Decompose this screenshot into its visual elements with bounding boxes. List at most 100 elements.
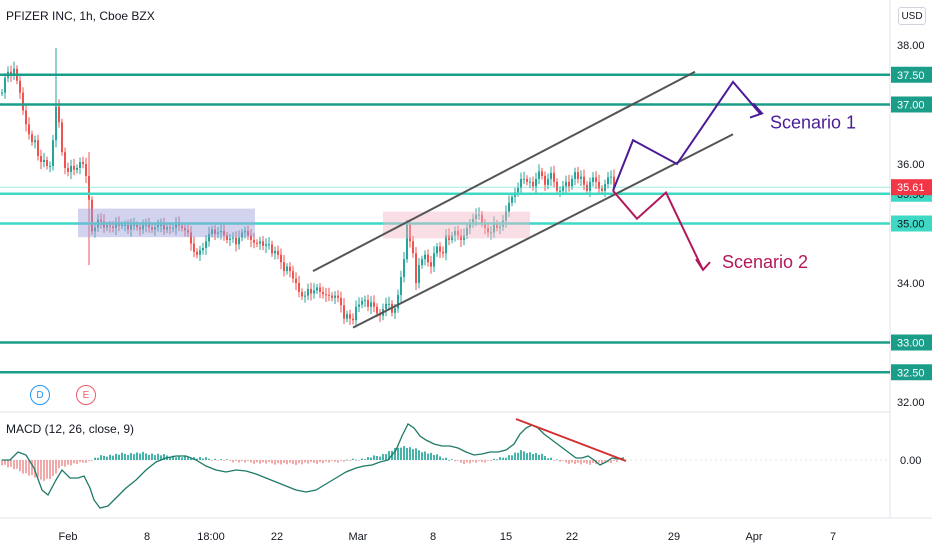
macd-histogram-bar <box>550 457 552 460</box>
scenario-2-path <box>612 190 704 271</box>
macd-histogram-bar <box>37 460 39 478</box>
macd-histogram-bar <box>196 458 198 460</box>
candle-body <box>400 277 402 295</box>
candle-body <box>58 106 60 123</box>
candle-body <box>64 152 66 168</box>
channel-lower-line <box>352 133 734 329</box>
macd-histogram-bar <box>229 460 231 461</box>
candle-body <box>349 314 351 319</box>
price-tick-label: 34.00 <box>897 278 925 290</box>
macd-histogram-bar <box>520 450 522 460</box>
macd-histogram-bar <box>604 460 606 462</box>
macd-histogram-bar <box>85 460 87 463</box>
candle-body <box>238 237 240 245</box>
macd-histogram-bar <box>172 455 174 460</box>
chart-title[interactable]: PFIZER INC, 1h, Cboe BZX <box>6 9 155 23</box>
macd-histogram-bar <box>109 454 111 460</box>
macd-histogram-bar <box>202 458 204 460</box>
candle-body <box>322 291 324 295</box>
macd-histogram-bar <box>73 460 75 464</box>
macd-histogram-bar <box>181 457 183 460</box>
consolidation-box <box>78 208 255 238</box>
macd-histogram-bar <box>106 456 108 460</box>
macd-histogram-bar <box>493 458 495 460</box>
macd-histogram-bar <box>34 460 36 478</box>
macd-histogram-bar <box>325 460 327 462</box>
candle-body <box>151 227 153 230</box>
macd-histogram-bar <box>496 459 498 461</box>
macd-histogram-bar <box>226 459 228 461</box>
macd-histogram-bar <box>439 456 441 460</box>
macd-histogram-bar <box>49 460 51 480</box>
candle-body <box>25 110 27 125</box>
macd-indicator-label[interactable]: MACD (12, 26, close, 9) <box>6 422 135 436</box>
candle-body <box>370 302 372 307</box>
macd-histogram-bar <box>121 452 123 460</box>
candle-body <box>211 229 213 234</box>
candle-body <box>229 238 231 240</box>
candle-body <box>133 224 135 226</box>
candle-body <box>316 287 318 291</box>
macd-histogram-bar <box>445 457 447 460</box>
candle-body <box>184 227 186 231</box>
candle-body <box>553 172 555 182</box>
candle-body <box>355 306 357 321</box>
macd-histogram-bar <box>262 460 264 463</box>
candle-body <box>61 122 63 153</box>
macd-histogram-bar <box>43 460 45 481</box>
candle-body <box>526 178 528 182</box>
candle-body <box>85 164 87 176</box>
candle-body <box>508 202 510 212</box>
macd-histogram-bar <box>586 460 588 464</box>
dividend-event-icon[interactable]: D <box>30 385 50 405</box>
candle-body <box>550 172 552 179</box>
candle-body <box>310 288 312 294</box>
macd-histogram-bar <box>502 457 504 460</box>
macd-histogram-bar <box>175 457 177 460</box>
macd-histogram-bar <box>208 458 210 460</box>
earnings-event-icon[interactable]: E <box>76 385 96 405</box>
time-tick-label: 22 <box>271 531 283 543</box>
macd-histogram-bar <box>346 459 348 461</box>
macd-histogram-bar <box>382 454 384 460</box>
candle-body <box>46 160 48 166</box>
macd-histogram-bar <box>328 460 330 463</box>
macd-histogram-bar <box>58 460 60 469</box>
macd-histogram-bar <box>310 460 312 462</box>
candle-body <box>445 235 447 254</box>
candle-body <box>373 302 375 307</box>
macd-histogram-bar <box>187 457 189 460</box>
scenario-2-label[interactable]: Scenario 2 <box>722 252 808 272</box>
candle-body <box>28 124 30 135</box>
macd-trendline <box>515 418 627 462</box>
candle-body <box>493 223 495 233</box>
candle-body <box>280 254 282 263</box>
time-tick-label: Apr <box>745 531 762 543</box>
scenario-1-label[interactable]: Scenario 1 <box>770 112 856 132</box>
macd-histogram-bar <box>499 457 501 460</box>
candle-body <box>325 294 327 296</box>
candle-body <box>253 239 255 243</box>
candle-body <box>478 214 480 216</box>
candle-body <box>163 224 165 230</box>
drawings[interactable]: Scenario 1 Scenario 2 <box>78 70 856 329</box>
macd-histogram-bar <box>259 460 261 464</box>
candle-body <box>169 227 171 229</box>
candle-body <box>424 254 426 260</box>
macd-histogram-bar <box>508 455 510 460</box>
macd-histogram-bar <box>361 458 363 460</box>
candle-body <box>481 214 483 224</box>
currency-button[interactable]: USD <box>898 7 926 25</box>
macd-tick-label: 0.00 <box>900 455 921 467</box>
macd-histogram-bar <box>397 447 399 460</box>
scenario-1-path <box>612 80 761 192</box>
macd-histogram-bar <box>223 460 225 461</box>
candle-body <box>295 278 297 283</box>
macd-histogram-bar <box>490 460 492 461</box>
candle-body <box>460 235 462 240</box>
macd-histogram-bar <box>424 451 426 460</box>
macd-histogram-bar <box>136 452 138 460</box>
candle-body <box>154 227 156 230</box>
